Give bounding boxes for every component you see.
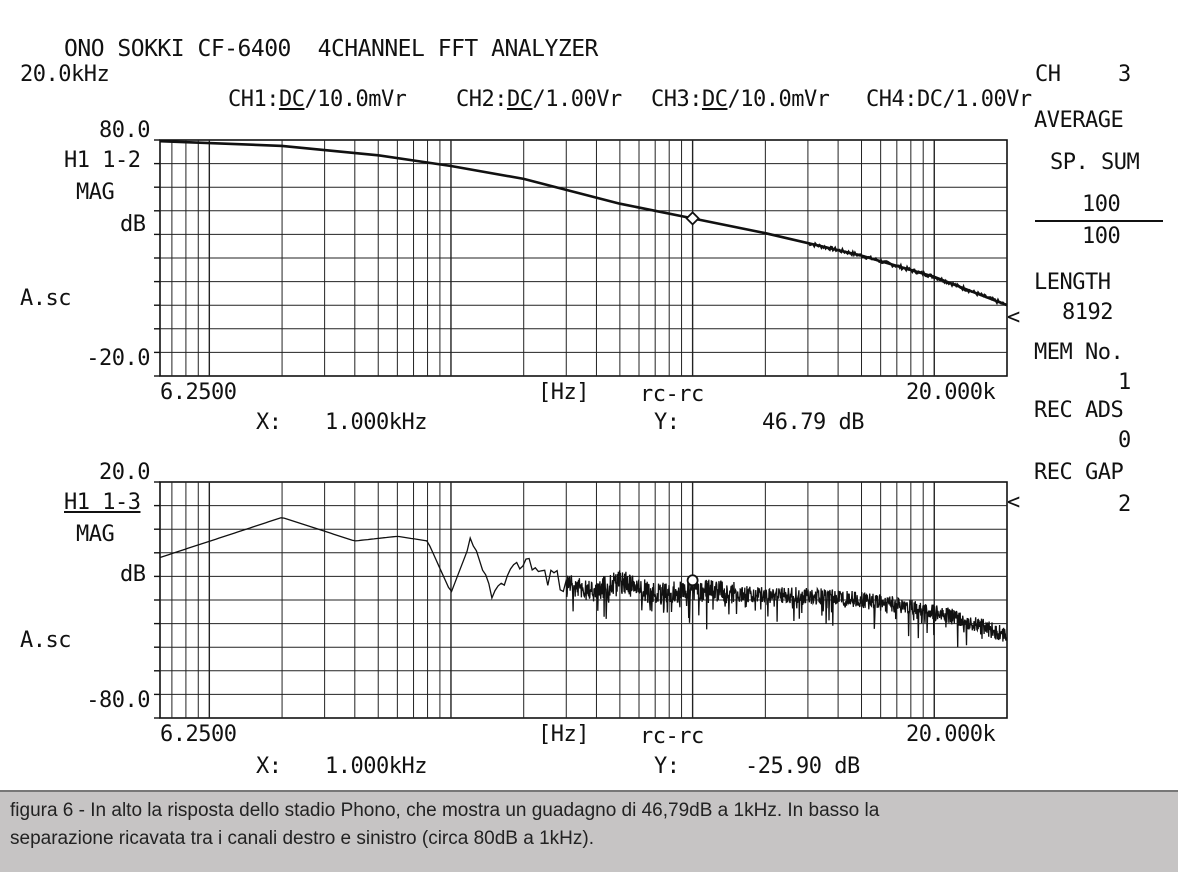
fft-plots (154, 139, 1008, 719)
ch3-coupling: DC (701, 87, 728, 112)
figure-caption: figura 6 - In alto la risposta dello sta… (0, 792, 1178, 872)
ch1-coupling: DC (278, 87, 305, 112)
panel2-mode-label: rc-rc (640, 724, 704, 749)
panel2-y-bottom-label: -80.0 (86, 688, 150, 713)
panel1-cursor-x-label: X: (256, 410, 282, 435)
spectrum-sum-label: SP. SUM (1050, 150, 1140, 175)
channel-2-setting: CH2:DC/1.00Vr (405, 62, 622, 137)
panel1-response-trace (159, 139, 1008, 307)
panel2-x-unit-label: [Hz] (538, 722, 589, 747)
reference-marker-upper: < (1007, 305, 1020, 330)
panel1-cursor-y-label: Y: (654, 410, 680, 435)
panel2-x-end-label: 20.000k (906, 722, 996, 747)
panel2-unit-label: dB (120, 562, 146, 587)
panel1-scale-label: A.sc (20, 286, 71, 311)
panel2-cursor-y-label: Y: (654, 754, 680, 779)
panel2-display-label: MAG (76, 522, 115, 547)
rec-gap-label: REC GAP (1034, 460, 1124, 485)
panel2-y-top-label: 20.0 (99, 460, 150, 485)
ch1-label: CH1: (227, 87, 279, 112)
rec-ads-value: 0 (1118, 428, 1131, 453)
panel2-function-label: H1 1-3 (64, 490, 141, 515)
panel1-cursor-marker (685, 211, 700, 226)
length-value: 8192 (1062, 300, 1113, 325)
ch3-label: CH3: (650, 87, 702, 112)
average-count-divider (1035, 220, 1163, 222)
panel1-cursor-x-value: 1.000kHz (325, 410, 427, 435)
memory-number-value: 1 (1118, 370, 1131, 395)
panel2-cursor-x-value: 1.000kHz (325, 754, 427, 779)
frequency-span: 20.0kHz (20, 62, 110, 87)
panel1-mode-label: rc-rc (640, 382, 704, 407)
side-ch-value: 3 (1118, 62, 1131, 87)
panel1-response-noise (807, 241, 1008, 306)
analyzer-title: ONO SOKKI CF-6400 4CHANNEL FFT ANALYZER (64, 36, 598, 62)
ch2-coupling: DC (506, 87, 533, 112)
ch1-range: /10.0mVr (304, 87, 407, 112)
panel1-x-end-label: 20.000k (906, 380, 996, 405)
side-ch-label: CH (1035, 62, 1061, 87)
reference-marker-lower: < (1007, 490, 1020, 515)
panel1-unit-label: dB (120, 212, 146, 237)
rec-gap-value: 2 (1118, 492, 1131, 517)
caption-line-2: separazione ricavata tra i canali destro… (10, 828, 594, 849)
average-mode-label: AVERAGE (1034, 108, 1124, 133)
panel2-scale-label: A.sc (20, 628, 71, 653)
ch2-range: /1.00Vr (532, 87, 622, 112)
panel2-cursor-marker (686, 574, 699, 587)
panel2-cursor-x-label: X: (256, 754, 282, 779)
analyzer-screen: ONO SOKKI CF-6400 4CHANNEL FFT ANALYZER … (0, 0, 1178, 792)
panel1-y-bottom-label: -20.0 (86, 346, 150, 371)
panel2-separation-trace (159, 517, 1008, 648)
channel-4-setting: CH4:DC/1.00Vr (815, 62, 1032, 137)
ch4-label: CH4: (865, 87, 917, 112)
panel1-x-unit-label: [Hz] (538, 380, 589, 405)
panel2-x-start-label: 6.2500 (160, 722, 237, 747)
average-total: 100 (1082, 224, 1121, 249)
caption-line-1: figura 6 - In alto la risposta dello sta… (10, 800, 880, 821)
ch3-range: /10.0mVr (727, 87, 830, 112)
channel-1-setting: CH1:DC/10.0mVr (177, 62, 407, 137)
panel1-function-label: H1 1-2 (64, 148, 141, 173)
rec-ads-label: REC ADS (1034, 398, 1124, 423)
ch2-label: CH2: (455, 87, 507, 112)
ch4-value: DC/1.00Vr (916, 87, 1032, 112)
channel-3-setting: CH3:DC/10.0mVr (600, 62, 830, 137)
average-count: 100 (1082, 192, 1121, 217)
memory-number-label: MEM No. (1034, 340, 1124, 365)
panel1-x-start-label: 6.2500 (160, 380, 237, 405)
panel2-cursor-y-value: -25.90 dB (745, 754, 860, 779)
panel1-y-top-label: 80.0 (99, 118, 150, 143)
length-label: LENGTH (1034, 270, 1111, 295)
panel1-display-label: MAG (76, 180, 115, 205)
panel1-cursor-y-value: 46.79 dB (762, 410, 864, 435)
